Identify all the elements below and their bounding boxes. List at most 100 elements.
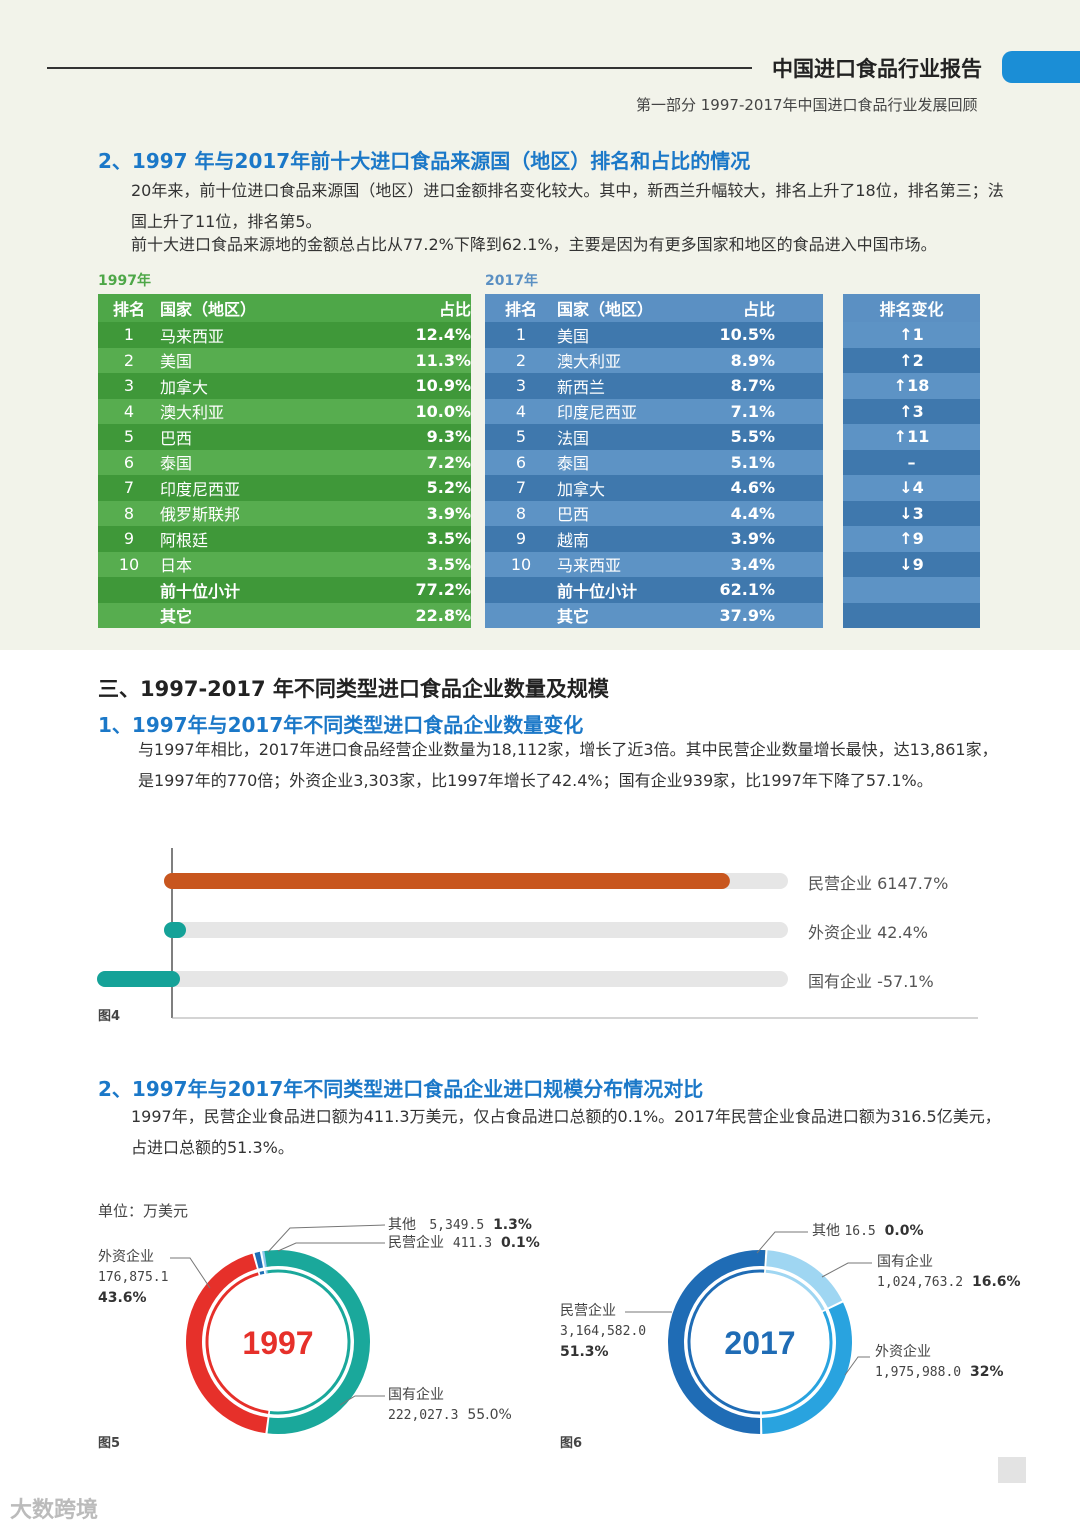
rank-cell: 9 — [98, 526, 160, 552]
table-row: ↓3 — [843, 500, 980, 526]
section-3-2-paragraph: 1997年，民营企业食品进口额为411.3万美元，仅占食品进口总额的0.1%。2… — [131, 1107, 1001, 1157]
rank-change-cell: ↑9 — [843, 526, 980, 552]
share-cell: 10.5% — [687, 322, 823, 348]
country-cell: 泰国 — [557, 449, 687, 475]
pie1997-label-private: 民营企业 411.3 0.1% — [388, 1235, 540, 1251]
pie-charts: 1997 2017 — [170, 1224, 872, 1434]
rank-change-cell — [843, 602, 980, 628]
country-cell: 新西兰 — [557, 373, 687, 399]
section-2-paragraph-2: 前十大进口食品来源地的金额总占比从77.2%下降到62.1%，主要是因为有更多国… — [131, 235, 937, 254]
table-row: – — [843, 449, 980, 475]
header-rule — [47, 67, 752, 69]
country-cell: 加拿大 — [557, 475, 687, 501]
share-cell: 7.1% — [687, 398, 823, 424]
table-row: ↑9 — [843, 526, 980, 552]
figure-6-label: 图6 — [560, 1436, 583, 1451]
share-cell: 22.8% — [330, 602, 471, 628]
rank-cell: 7 — [485, 475, 557, 501]
table-row: 前十位小计 62.1% — [485, 577, 823, 603]
country-cell: 澳大利亚 — [557, 347, 687, 373]
rank-cell — [485, 577, 557, 603]
section-3-1-title: 1、1997年与2017年不同类型进口食品企业数量变化 — [98, 713, 584, 737]
country-cell: 日本 — [160, 551, 330, 577]
rank-cell: 1 — [98, 322, 160, 348]
rank-cell: 7 — [98, 475, 160, 501]
country-cell: 泰国 — [160, 449, 330, 475]
pie1997-label-state: 国有企业 222,027.3 55.0% — [388, 1387, 512, 1423]
rank-cell: 8 — [485, 500, 557, 526]
country-cell: 美国 — [557, 322, 687, 348]
table-row: ↑3 — [843, 398, 980, 424]
pie2017-label-state: 国有企业 1,024,763.2 16.6% — [877, 1254, 1021, 1290]
rank-change-cell — [843, 577, 980, 603]
table-1997-label: 1997年 — [98, 273, 151, 289]
pie1997-inner-ring-外资企业 — [205, 1272, 269, 1414]
table-2017: 排名 国家（地区） 占比 1 美国 10.5% 2 澳大利亚 8.9% 3 新西兰 8.7% 4 印… — [485, 294, 823, 628]
section-3-1-paragraph: 与1997年相比，2017年进口食品经营企业数量为18,112家，增长了近3倍。… — [98, 734, 1010, 796]
share-cell: 11.3% — [330, 347, 471, 373]
pie2017-slice-外资企业 — [761, 1302, 852, 1434]
unit-label: 单位：万美元 — [98, 1202, 189, 1220]
rank-cell: 6 — [98, 449, 160, 475]
rank-cell: 3 — [98, 373, 160, 399]
table-row: 4 澳大利亚 10.0% — [98, 398, 471, 424]
table-row: 8 巴西 4.4% — [485, 500, 823, 526]
table-row: ↓4 — [843, 475, 980, 501]
pie2017-label-private: 民营企业 3,164,582.0 51.3% — [560, 1303, 647, 1360]
pie1997-inner-ring-其他 — [259, 1270, 265, 1275]
rank-cell: 2 — [485, 347, 557, 373]
table-row: ↑18 — [843, 373, 980, 399]
rank-change-cell: ↓4 — [843, 475, 980, 501]
pie2017-slice-国有企业 — [765, 1250, 843, 1308]
rank-cell — [98, 602, 160, 628]
figure-4-label: 图4 — [98, 1009, 121, 1024]
table-row: 6 泰国 5.1% — [485, 449, 823, 475]
rank-cell — [485, 602, 557, 628]
rank-change-cell: ↑3 — [843, 398, 980, 424]
country-cell: 马来西亚 — [160, 322, 330, 348]
pie1997-label-other: 其他 5,349.5 1.3% — [388, 1217, 532, 1233]
country-cell: 前十位小计 — [557, 577, 687, 603]
pie2017-slice-民营企业 — [668, 1250, 766, 1434]
share-cell: 7.2% — [330, 449, 471, 475]
leader-2017-foreign — [844, 1356, 870, 1376]
watermark: 大数跨境 — [10, 1498, 99, 1523]
page-number-box — [998, 1457, 1026, 1483]
country-cell: 巴西 — [160, 424, 330, 450]
share-cell: 8.9% — [687, 347, 823, 373]
table-row: 2 美国 11.3% — [98, 347, 471, 373]
section-2-paragraph-1: 20年来，前十位进口食品来源国（地区）进口金额排名变化较大。其中，新西兰升幅较大… — [131, 181, 1004, 231]
table-row: 8 俄罗斯联邦 3.9% — [98, 500, 471, 526]
leader-1997-state — [339, 1395, 385, 1406]
table-row: 7 加拿大 4.6% — [485, 475, 823, 501]
country-cell: 前十位小计 — [160, 577, 330, 603]
share-cell: 9.3% — [330, 424, 471, 450]
pie2017-inner-ring-民营企业 — [687, 1269, 765, 1415]
leader-1997-other — [267, 1224, 386, 1253]
report-title: 中国进口食品行业报告 — [772, 57, 982, 81]
share-cell: 5.1% — [687, 449, 823, 475]
header-country: 国家（地区） — [160, 294, 330, 322]
share-cell: 5.2% — [330, 475, 471, 501]
share-cell: 8.7% — [687, 373, 823, 399]
pie1997-inner-ring-国有企业 — [265, 1269, 351, 1415]
table-row: 10 日本 3.5% — [98, 551, 471, 577]
bar-label: 国有企业 -57.1% — [808, 972, 934, 991]
figure-5-label: 图5 — [98, 1436, 121, 1451]
table-row: 3 新西兰 8.7% — [485, 373, 823, 399]
header-accent-tab — [1002, 51, 1080, 83]
rank-change-cell: ↑1 — [843, 322, 980, 348]
share-cell: 10.0% — [330, 398, 471, 424]
table-row: 4 印度尼西亚 7.1% — [485, 398, 823, 424]
table-row: 2 澳大利亚 8.9% — [485, 347, 823, 373]
share-cell: 3.9% — [687, 526, 823, 552]
table-row: 9 阿根廷 3.5% — [98, 526, 471, 552]
rank-cell — [98, 577, 160, 603]
share-cell: 37.9% — [687, 602, 823, 628]
pie2017-label-other: 其他 16.5 0.0% — [812, 1223, 924, 1239]
table-1997: 排名 国家（地区） 占比 1 马来西亚 12.4% 2 美国 11.3% 3 加拿大 10.9%… — [98, 294, 471, 628]
rank-cell: 3 — [485, 373, 557, 399]
country-cell: 马来西亚 — [557, 551, 687, 577]
table-row: ↑11 — [843, 424, 980, 450]
pie2017-label-foreign: 外资企业 1,975,988.0 32% — [875, 1344, 1004, 1380]
